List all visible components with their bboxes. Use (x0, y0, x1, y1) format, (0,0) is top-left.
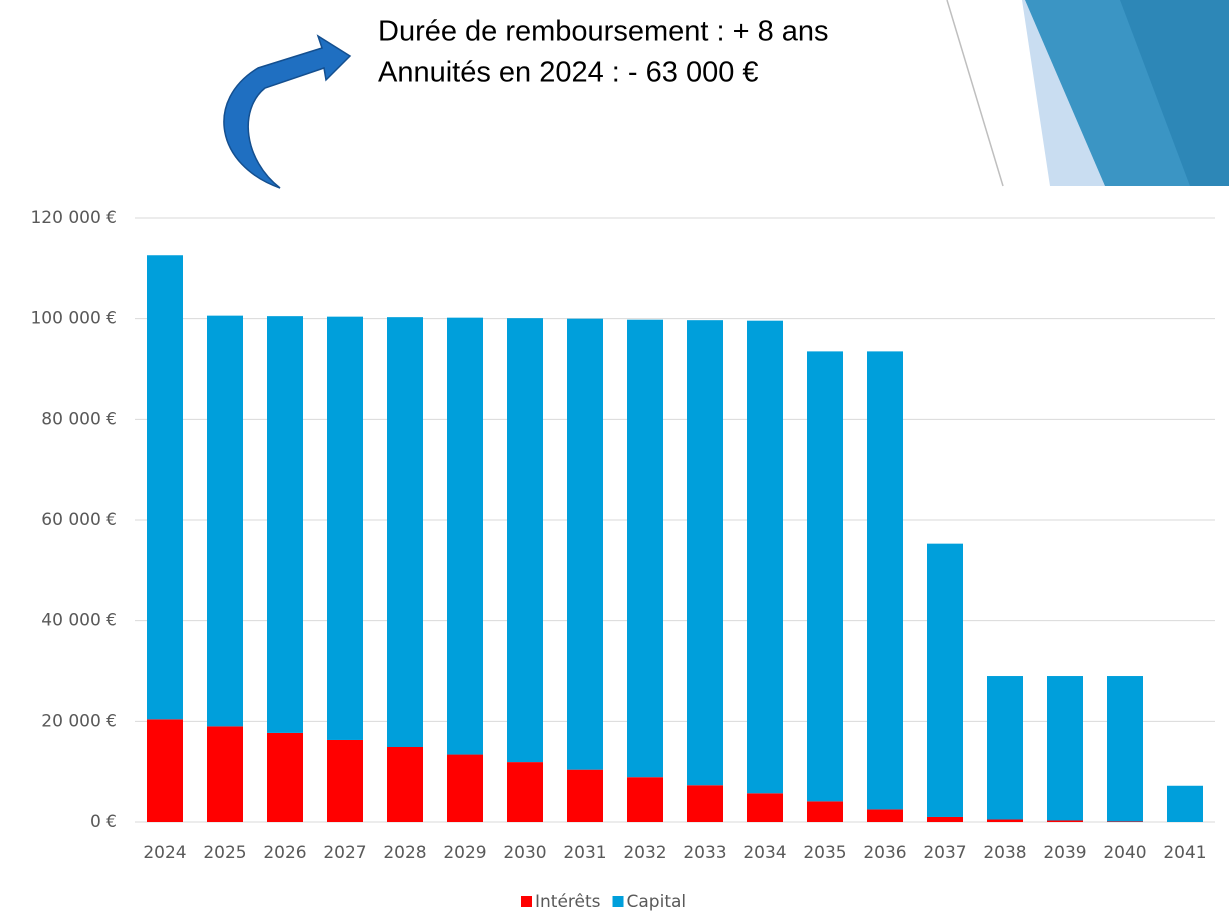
y-tick-label: 120 000 € (30, 208, 117, 228)
bar-segment (207, 726, 243, 822)
bar-segment (987, 819, 1023, 822)
x-tick-label: 2027 (323, 843, 366, 863)
x-tick-label: 2039 (1043, 843, 1086, 863)
bar-segment (687, 785, 723, 822)
bar-segment (627, 777, 663, 822)
annotation: Durée de remboursement : + 8 ans (378, 16, 829, 48)
arrow (223, 34, 352, 189)
bar-segment (507, 762, 543, 822)
x-tick-label: 2030 (503, 843, 546, 863)
y-tick-label: 0 € (90, 812, 117, 832)
x-tick-label: 2024 (143, 843, 186, 863)
bar-segment (447, 754, 483, 822)
labels: 0 € 20 000 € 40 000 € 60 000 € 80 000 € 100 0… (30, 208, 1206, 912)
bar-segment (267, 316, 303, 733)
bar-segment (687, 320, 723, 786)
x-tick-label: 2038 (983, 843, 1026, 863)
bar-segment (387, 317, 423, 748)
decoration-line (946, 0, 1004, 187)
legend-label: Capital (627, 892, 687, 912)
decoration-dark (1120, 0, 1229, 186)
annotation: Annuités en 2024 : - 63 000 € (378, 57, 759, 89)
bar-segment (1047, 676, 1083, 821)
bar-segment (867, 809, 903, 822)
bar-segment (627, 319, 663, 778)
x-tick-label: 2036 (863, 843, 906, 863)
legend-swatch (612, 896, 624, 907)
y-tick-label: 60 000 € (41, 510, 117, 530)
bar-segment (327, 739, 363, 822)
bar-segment (147, 255, 183, 720)
bar-segment (807, 801, 843, 822)
bar-segment (387, 747, 423, 822)
x-tick-label: 2033 (683, 843, 726, 863)
x-tick-label: 2028 (383, 843, 426, 863)
bar-segment (1167, 785, 1203, 822)
x-tick-label: 2035 (803, 843, 846, 863)
x-tick-label: 2037 (923, 843, 966, 863)
x-tick-label: 2041 (1163, 843, 1206, 863)
bar-segment (927, 543, 963, 817)
x-tick-label: 2031 (563, 843, 606, 863)
x-tick-label: 2025 (203, 843, 246, 863)
bar-segment (747, 320, 783, 794)
y-tick-label: 100 000 € (30, 309, 117, 329)
legend-swatch (521, 896, 532, 907)
bar-segment (867, 351, 903, 810)
bar-segment (327, 316, 363, 740)
x-tick-label: 2029 (443, 843, 486, 863)
x-tick-label: 2034 (743, 843, 786, 863)
bar-segment (747, 793, 783, 822)
bar-segment (927, 816, 963, 822)
y-tick-label: 20 000 € (41, 711, 117, 731)
bar-segment (1047, 820, 1083, 822)
bar-segment (807, 351, 843, 802)
x-tick-label: 2040 (1103, 843, 1146, 863)
y-tick-label: 80 000 € (41, 409, 117, 429)
x-tick-label: 2032 (623, 843, 666, 863)
x-tick-label: 2026 (263, 843, 306, 863)
bar-segment (507, 318, 543, 763)
bar-segment (987, 676, 1023, 820)
bar-segment (207, 315, 243, 727)
bar-segment (567, 318, 603, 770)
y-tick-label: 40 000 € (41, 611, 117, 631)
bar-segment (1107, 676, 1143, 822)
bar-segment (447, 317, 483, 755)
bar-segment (267, 732, 303, 822)
grid (135, 217, 1215, 823)
bar-segment (567, 769, 603, 822)
bar-segment (147, 719, 183, 822)
bar-segment (1107, 821, 1143, 822)
legend-label: Intérêts (535, 892, 601, 912)
bars (147, 255, 1203, 822)
